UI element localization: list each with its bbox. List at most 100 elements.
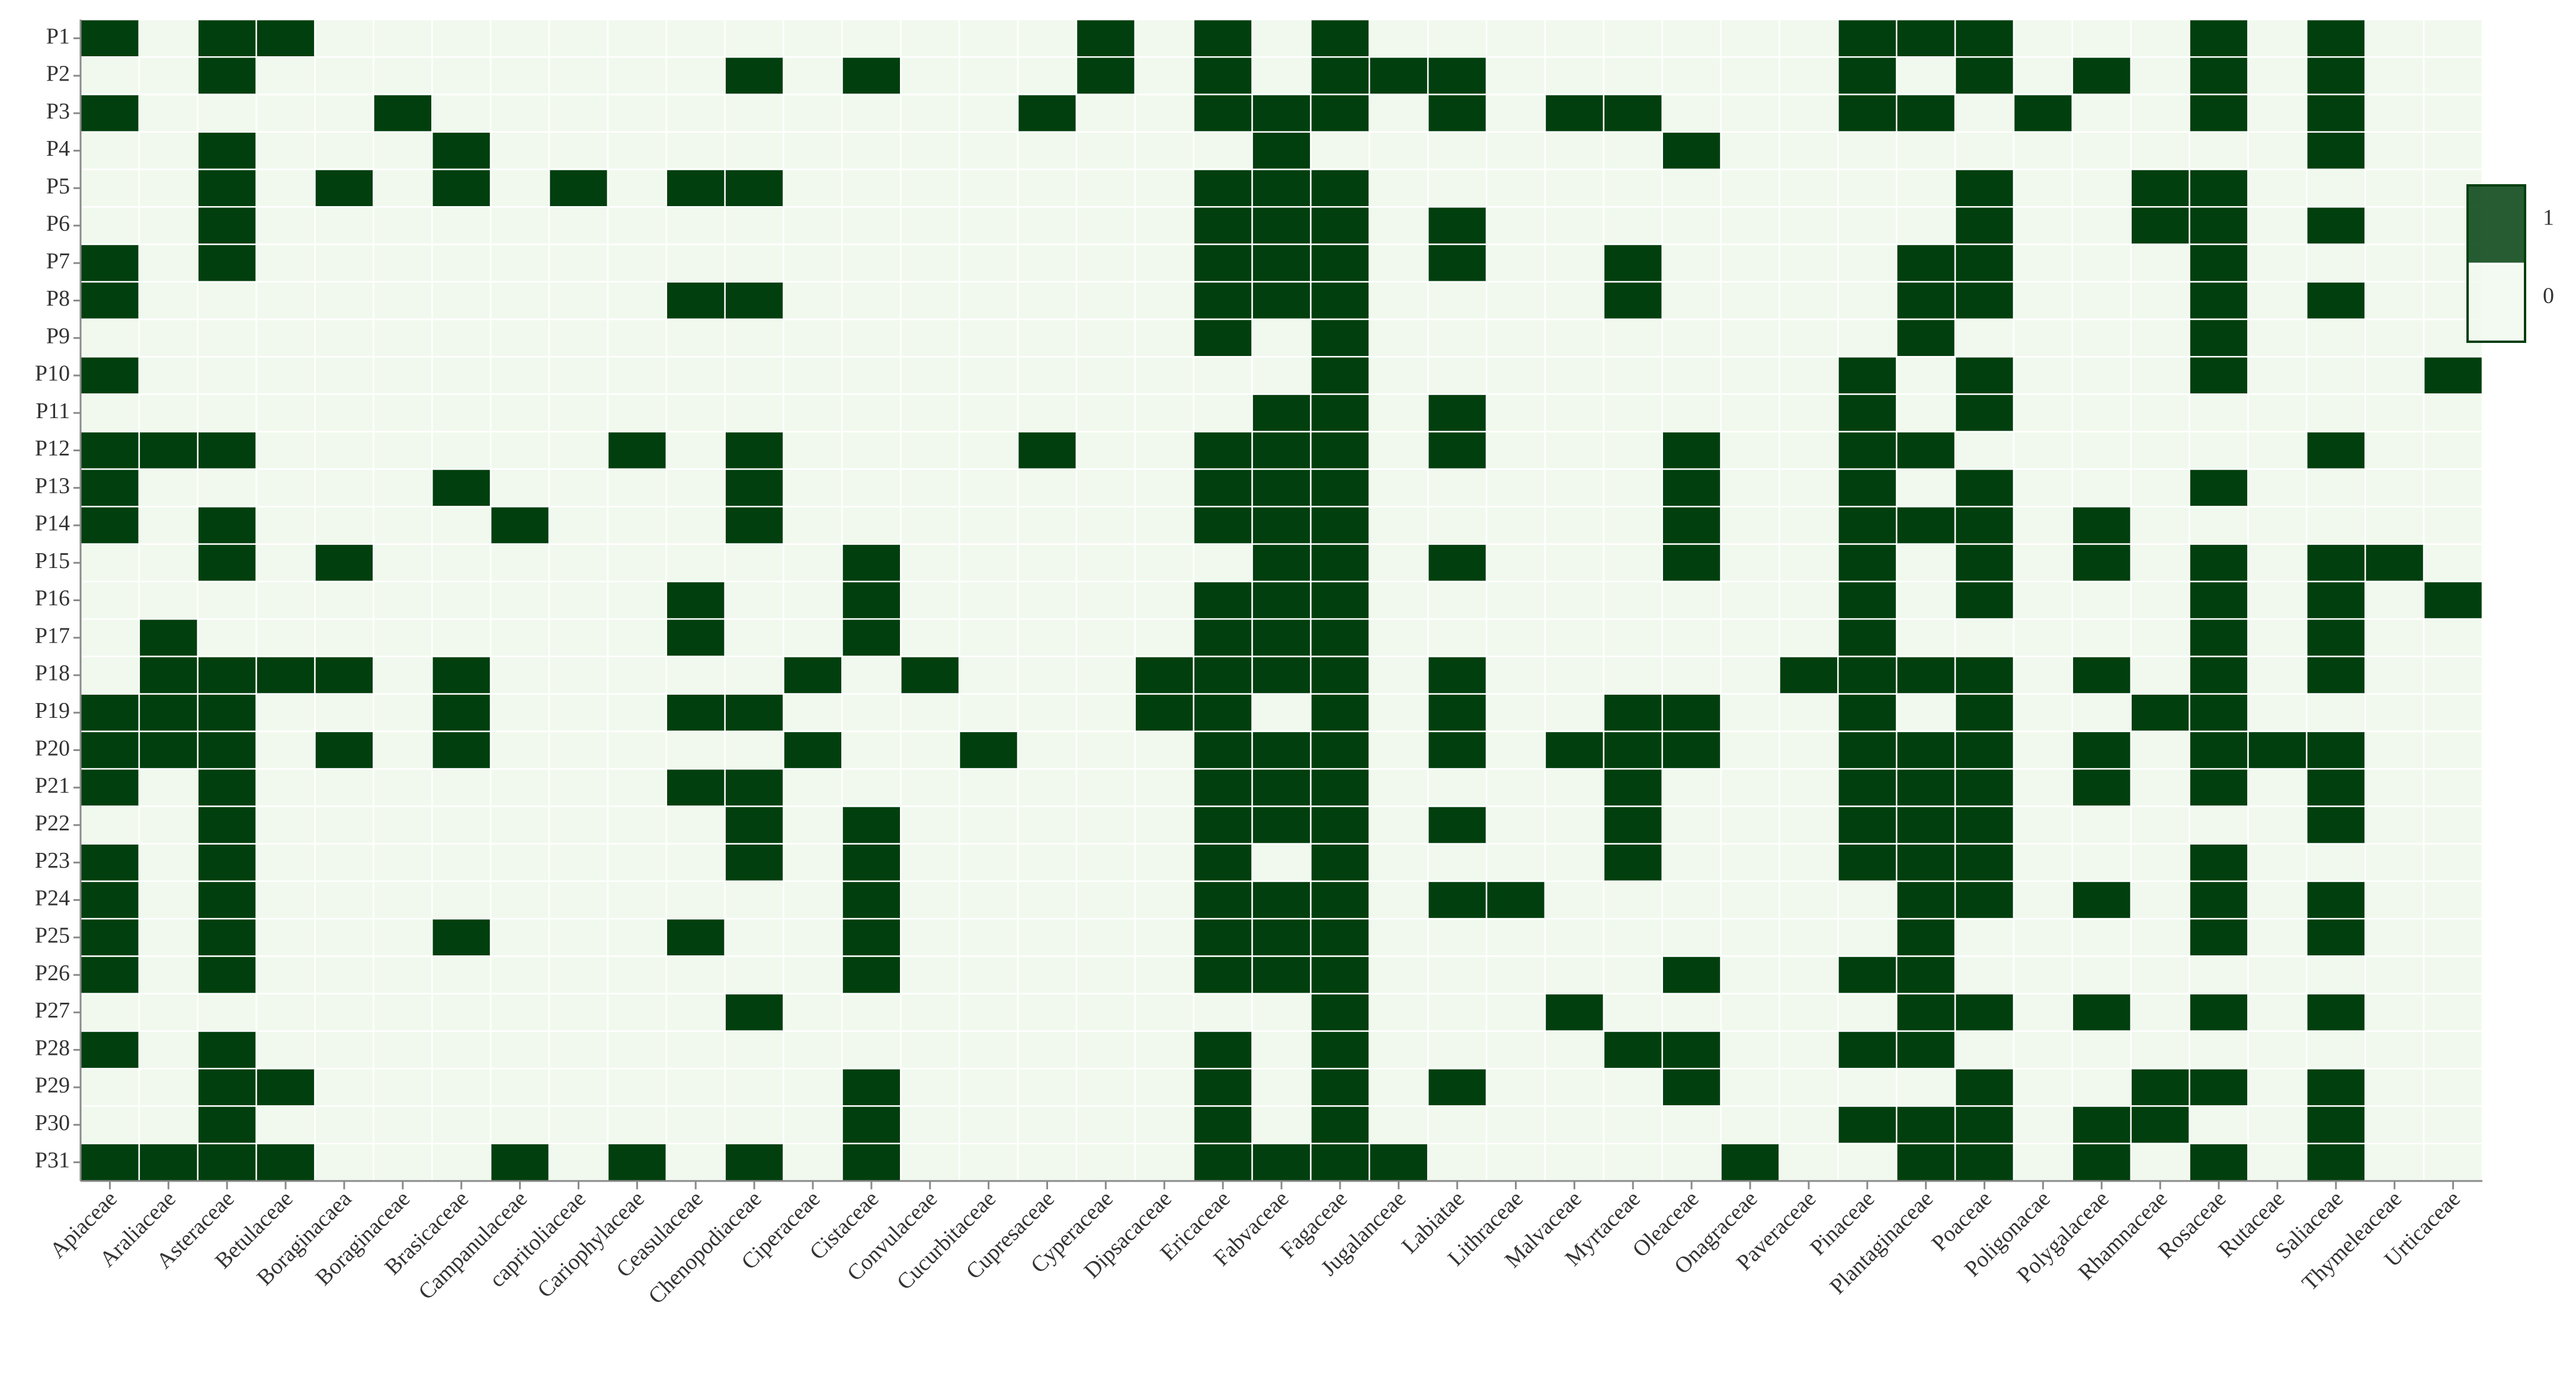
- heatmap-cell: [1895, 880, 1956, 920]
- heatmap-cell: [1779, 1105, 1839, 1144]
- heatmap-cell: [1075, 18, 1136, 58]
- heatmap-cell: [314, 468, 374, 508]
- heatmap-cell: [1895, 431, 1956, 470]
- heatmap-cell: [2013, 506, 2074, 545]
- heatmap-cell: [1544, 768, 1605, 807]
- heatmap-cell: [1310, 768, 1370, 807]
- heatmap-cell: [900, 656, 960, 695]
- heatmap-cell: [1837, 1067, 1898, 1107]
- heatmap-cell: [1134, 656, 1194, 695]
- heatmap-cell: [1661, 356, 1722, 395]
- heatmap-cell: [783, 955, 843, 994]
- heatmap-cell: [1251, 356, 1312, 395]
- heatmap-cell: [2306, 993, 2366, 1032]
- heatmap-cell: [489, 356, 550, 395]
- heatmap-cell: [79, 94, 140, 133]
- heatmap-cell: [900, 431, 960, 470]
- heatmap-cell: [1837, 243, 1898, 283]
- heatmap-cell: [900, 168, 960, 208]
- heatmap-cell: [2423, 431, 2484, 470]
- heatmap-cell: [2423, 880, 2484, 920]
- y-tick-label: P31: [35, 1148, 70, 1173]
- heatmap-cell: [958, 393, 1019, 433]
- heatmap-cell: [1720, 580, 1780, 620]
- y-tick-label: P17: [35, 623, 70, 648]
- heatmap-cell: [548, 356, 609, 395]
- heatmap-cell: [2189, 393, 2249, 433]
- heatmap-cell: [1427, 1105, 1488, 1144]
- heatmap-cell: [2189, 656, 2249, 695]
- heatmap-cell: [1544, 318, 1605, 358]
- heatmap-cell: [2423, 917, 2484, 957]
- heatmap-cell: [1427, 917, 1488, 957]
- heatmap-cell: [1251, 1105, 1312, 1144]
- heatmap-cell: [665, 131, 726, 171]
- heatmap-cell: [2013, 468, 2074, 508]
- heatmap-cell: [2189, 468, 2249, 508]
- heatmap-cell: [1369, 431, 1429, 470]
- heatmap-cell: [314, 805, 374, 845]
- heatmap-cell: [79, 880, 140, 920]
- heatmap-cell: [1895, 56, 1956, 95]
- heatmap-cell: [1954, 318, 2015, 358]
- heatmap-cell: [1720, 318, 1780, 358]
- heatmap-cell: [2013, 56, 2074, 95]
- y-tick-label: P4: [46, 136, 70, 161]
- heatmap-cell: [2364, 318, 2425, 358]
- heatmap-cell: [1837, 843, 1898, 882]
- heatmap-cell: [255, 281, 316, 320]
- heatmap-cell: [1837, 468, 1898, 508]
- heatmap-cell: [79, 393, 140, 433]
- heatmap-cell: [1837, 131, 1898, 171]
- heatmap-cell: [2364, 94, 2425, 133]
- heatmap-cell: [2423, 94, 2484, 133]
- heatmap-cell: [1837, 543, 1898, 583]
- heatmap-cell: [2364, 393, 2425, 433]
- heatmap-cell: [1485, 393, 1546, 433]
- heatmap-cell: [841, 618, 902, 657]
- heatmap-cell: [2130, 917, 2190, 957]
- heatmap-cell: [1544, 656, 1605, 695]
- heatmap-cell: [431, 693, 492, 733]
- heatmap-cell: [1603, 56, 1663, 95]
- heatmap-cell: [2423, 468, 2484, 508]
- heatmap-cell: [2189, 94, 2249, 133]
- heatmap-cell: [1544, 993, 1605, 1032]
- heatmap-cell: [1720, 431, 1780, 470]
- heatmap-cell: [1193, 917, 1253, 957]
- heatmap-cell: [1954, 618, 2015, 657]
- colorbar-segment: [2466, 262, 2526, 343]
- heatmap-cell: [1779, 656, 1839, 695]
- heatmap-cell: [1134, 94, 1194, 133]
- heatmap-cell: [548, 543, 609, 583]
- heatmap-cell: [1779, 431, 1839, 470]
- heatmap-cell: [2306, 356, 2366, 395]
- heatmap-cell: [2247, 693, 2308, 733]
- heatmap-cell: [1310, 243, 1370, 283]
- heatmap-cell: [1544, 1030, 1605, 1070]
- heatmap-cell: [79, 955, 140, 994]
- heatmap-cell: [607, 356, 668, 395]
- heatmap-cell: [314, 356, 374, 395]
- heatmap-cell: [1485, 1067, 1546, 1107]
- heatmap-cell: [1427, 1067, 1488, 1107]
- heatmap-cell: [1369, 917, 1429, 957]
- heatmap-cell: [138, 94, 199, 133]
- heatmap-cell: [1485, 730, 1546, 770]
- heatmap-cell: [1544, 580, 1605, 620]
- heatmap-cell: [2130, 56, 2190, 95]
- heatmap-cell: [138, 693, 199, 733]
- heatmap-cell: [314, 1067, 374, 1107]
- heatmap-cell: [900, 1030, 960, 1070]
- y-tick-label: P30: [35, 1111, 70, 1135]
- heatmap-cell: [314, 993, 374, 1032]
- heatmap-cell: [2423, 955, 2484, 994]
- heatmap-cell: [1895, 131, 1956, 171]
- y-tick-label: P19: [35, 698, 70, 723]
- heatmap-cell: [1017, 131, 1078, 171]
- heatmap-cell: [2013, 693, 2074, 733]
- heatmap-cell: [373, 243, 433, 283]
- heatmap-cell: [2423, 1067, 2484, 1107]
- heatmap-cell: [1779, 768, 1839, 807]
- heatmap-cell: [1837, 506, 1898, 545]
